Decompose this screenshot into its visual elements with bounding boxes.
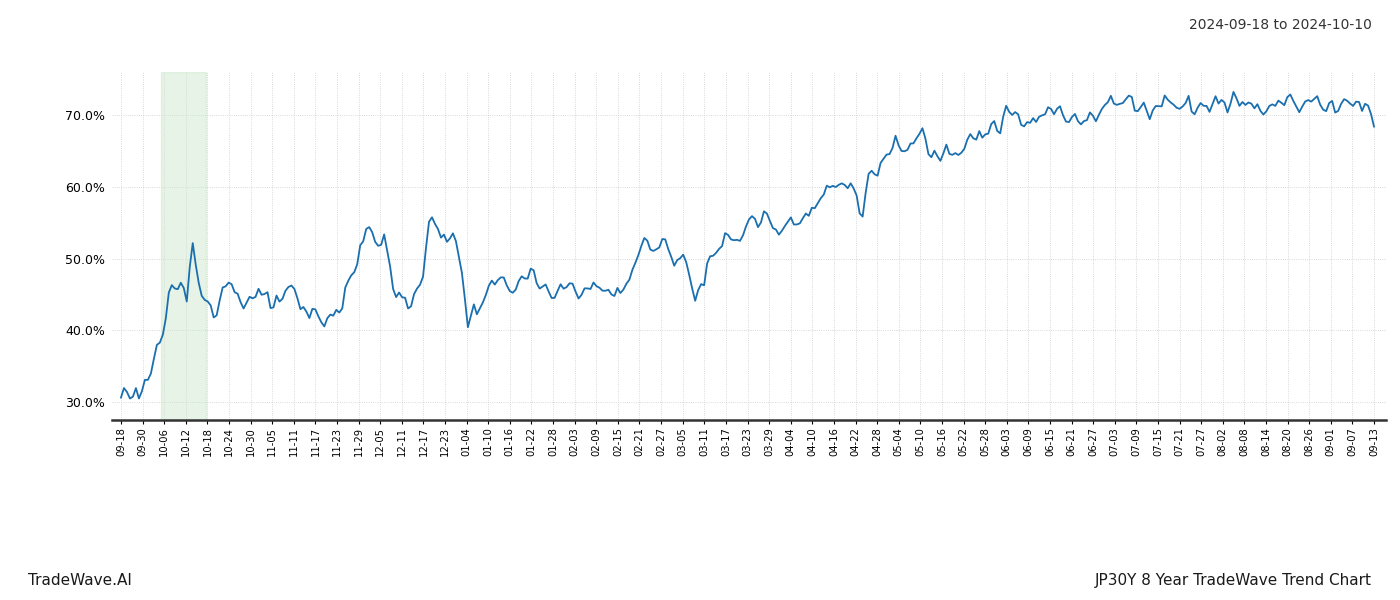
Text: TradeWave.AI: TradeWave.AI — [28, 573, 132, 588]
Text: JP30Y 8 Year TradeWave Trend Chart: JP30Y 8 Year TradeWave Trend Chart — [1095, 573, 1372, 588]
Text: 2024-09-18 to 2024-10-10: 2024-09-18 to 2024-10-10 — [1189, 18, 1372, 32]
Bar — [161, 72, 206, 420]
